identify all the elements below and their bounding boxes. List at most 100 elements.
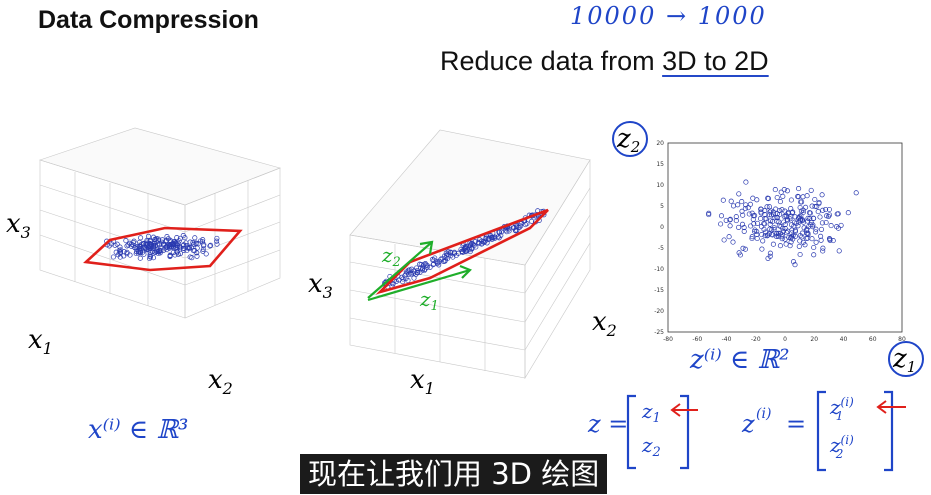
- plot3-point: [754, 228, 760, 235]
- plot3-point: [797, 218, 803, 224]
- plot3-point: [838, 222, 844, 228]
- plot3-point: [718, 213, 725, 219]
- plot3-point: [834, 211, 840, 217]
- plot1-point: [200, 248, 206, 254]
- plot3-z2-label: z2: [616, 124, 640, 156]
- plot3-point: [759, 246, 765, 252]
- plot3-point: [817, 214, 823, 220]
- plot3-point: [767, 250, 773, 256]
- plot3-point: [779, 207, 785, 213]
- plot3-point: [721, 237, 727, 243]
- plot3-point: [805, 235, 811, 241]
- plot3-point: [811, 244, 817, 251]
- plot3-point: [803, 204, 809, 210]
- plot1-point: [159, 237, 166, 243]
- plot3-point: [791, 219, 798, 225]
- plot2-point: [403, 271, 409, 277]
- subtitle-prefix: Reduce data from: [440, 46, 663, 76]
- plot3-point: [819, 220, 825, 226]
- plot3-point: [754, 197, 760, 203]
- plot1-point: [137, 255, 143, 261]
- plot3-xtick: -20: [751, 336, 761, 343]
- plot3-point: [776, 208, 783, 214]
- plot3-ytick: -20: [654, 308, 664, 315]
- svg-text:z(i)1: z(i) 1: [829, 395, 854, 423]
- plot2-point: [409, 266, 415, 272]
- plot3-point: [751, 213, 757, 219]
- plot3-xtick: -60: [692, 336, 702, 343]
- plot3-point: [790, 259, 797, 265]
- plot1-x3-label: x3: [6, 209, 31, 242]
- plot3-point: [796, 186, 802, 192]
- plot1-point: [214, 235, 220, 241]
- plot1-point: [168, 244, 175, 250]
- plot1-x1-label: x1: [28, 325, 53, 358]
- plot1-point: [214, 238, 220, 244]
- plot3-point: [813, 229, 819, 235]
- plot1-point: [115, 252, 121, 258]
- plot1-point: [203, 251, 209, 257]
- plot3-point: [805, 215, 811, 221]
- plot3-point: [741, 228, 747, 234]
- plot3-point: [800, 209, 806, 216]
- plot3-point: [782, 222, 788, 228]
- plot3-point: [776, 223, 782, 229]
- plot3-ytick: 0: [660, 224, 664, 231]
- plot2-point: [413, 271, 419, 277]
- plot3-point: [727, 216, 733, 222]
- plot1-point: [124, 243, 130, 249]
- plot3-point: [749, 234, 755, 240]
- plot3-point: [768, 208, 774, 214]
- plot3-point: [728, 198, 734, 204]
- plot3-point: [820, 245, 826, 251]
- plot1-point: [185, 245, 191, 251]
- plot3-point: [795, 193, 801, 199]
- plot1-point: [187, 239, 193, 245]
- plot1-point: [188, 244, 195, 251]
- slide-subtitle: Reduce data from 3D to 2D: [440, 46, 769, 77]
- plot3-point: [780, 193, 786, 199]
- handwritten-z-in-r2: z⁽ⁱ⁾ ∈ ℝ²: [689, 345, 790, 375]
- plot3-point: [823, 206, 829, 213]
- plot3-point: [792, 262, 798, 268]
- plot3-point: [779, 232, 785, 238]
- subtitle-highlight: 3D to 2D: [662, 46, 769, 76]
- plot2-point: [390, 281, 396, 287]
- plot3-frame: [667, 142, 903, 333]
- plot3-point: [746, 211, 752, 217]
- plot3-point: [792, 227, 798, 233]
- plot3-point: [743, 179, 749, 185]
- plot3-point: [818, 226, 825, 232]
- plot3-point: [801, 225, 807, 231]
- plot1-point: [106, 243, 112, 249]
- plot2-point: [408, 272, 414, 278]
- plot3-point: [789, 227, 795, 233]
- plot1-point: [194, 253, 200, 259]
- plot2-grid: [349, 129, 591, 380]
- plot3-point: [815, 209, 821, 215]
- plot2-point: [430, 262, 436, 268]
- plot2-point: [513, 228, 519, 234]
- plot3-z1-label: z1: [892, 344, 916, 376]
- plot3-point: [767, 253, 773, 259]
- plot2-x1-label: x1: [410, 365, 435, 398]
- plot1-point: [180, 233, 186, 239]
- plot1-point: [154, 236, 160, 242]
- plot1-point: [201, 242, 207, 248]
- plot1-point: [173, 242, 179, 248]
- plot3-xtick: 80: [898, 336, 906, 343]
- plot3-point: [799, 234, 805, 240]
- plot3-point: [718, 221, 724, 227]
- plot2-x2-label: x2: [592, 307, 617, 340]
- plot3-point: [835, 225, 841, 231]
- plot3-point: [819, 192, 825, 198]
- plot3-point: [826, 212, 833, 218]
- plot3-point: [784, 188, 790, 194]
- plot3-xtick: -40: [722, 336, 732, 343]
- plot2-point: [467, 243, 473, 249]
- plot3-point: [788, 222, 795, 228]
- plot2-point: [524, 221, 530, 227]
- plot3-point: [816, 200, 822, 206]
- plot3-point: [745, 205, 751, 211]
